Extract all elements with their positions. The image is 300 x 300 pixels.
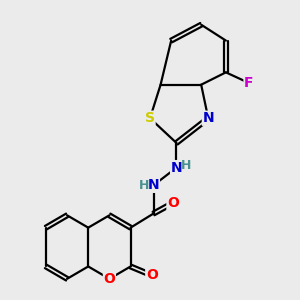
Text: O: O: [167, 196, 179, 210]
Text: N: N: [148, 178, 159, 192]
Text: N: N: [202, 111, 214, 125]
Text: O: O: [103, 272, 115, 286]
Text: H: H: [139, 179, 149, 192]
Text: N: N: [171, 160, 182, 175]
Text: F: F: [244, 76, 254, 90]
Text: H: H: [181, 159, 191, 172]
Text: O: O: [146, 268, 158, 282]
Text: S: S: [145, 111, 155, 125]
